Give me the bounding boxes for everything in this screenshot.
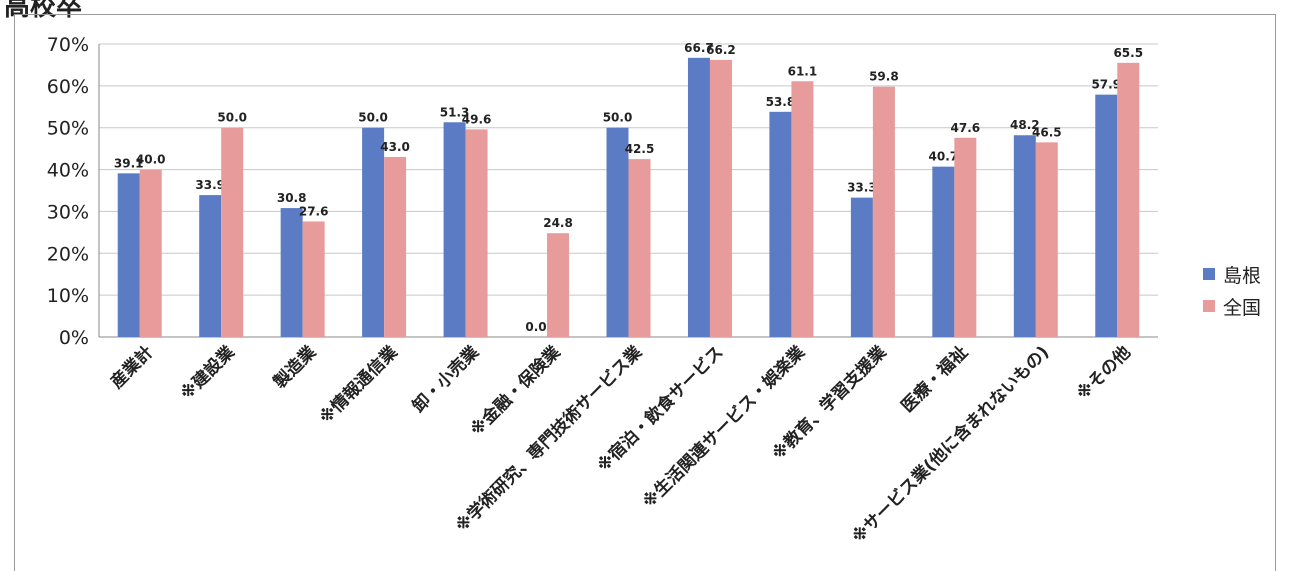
data-label-shimane: 57.9 [1091, 78, 1121, 92]
data-label-national: 50.0 [217, 111, 247, 125]
data-label-shimane: 33.3 [847, 181, 877, 195]
data-label-national: 59.8 [869, 70, 899, 84]
bar-national [465, 129, 488, 337]
data-label-shimane: 39.1 [114, 156, 144, 170]
legend-item-national: 全国 [1203, 290, 1261, 322]
bar-shimane [199, 195, 222, 337]
data-label-national: 49.6 [462, 112, 492, 126]
y-tick-label: 0% [59, 327, 89, 349]
category-label: 医療・福祉 [897, 342, 972, 417]
legend-swatch-national [1203, 300, 1215, 312]
bar-national [1117, 62, 1140, 337]
y-tick-label: 20% [47, 243, 89, 265]
category-label: 産業計 [106, 342, 157, 393]
bar-national [709, 59, 732, 338]
category-label: ※その他 [1072, 342, 1135, 405]
bar-national [139, 169, 162, 337]
category-label: 製造業 [269, 342, 321, 394]
legend-swatch-shimane [1203, 268, 1215, 280]
bar-shimane [443, 122, 466, 337]
bar-national [872, 86, 895, 338]
bar-shimane [1095, 94, 1118, 337]
data-label-shimane: 33.9 [195, 178, 225, 192]
bar-national [1035, 142, 1058, 337]
bar-national [302, 221, 325, 337]
y-tick-label: 40% [47, 160, 89, 182]
category-label: ※情報通信業 [315, 342, 402, 429]
bar-shimane [850, 197, 873, 337]
data-label-shimane: 30.8 [277, 191, 307, 205]
bar-national [221, 127, 244, 337]
chart-frame [14, 14, 1276, 571]
data-label-shimane: 53.8 [766, 95, 796, 109]
bar-shimane [1013, 135, 1036, 337]
y-tick-label: 50% [47, 118, 89, 140]
y-tick-label: 30% [47, 201, 89, 223]
y-tick-label: 10% [47, 285, 89, 307]
data-label-national: 27.6 [299, 204, 329, 218]
category-label: ※建設業 [176, 342, 239, 405]
data-label-national: 46.5 [1032, 125, 1062, 139]
legend-label-national: 全国 [1223, 296, 1262, 319]
data-label-shimane: 50.0 [603, 111, 633, 125]
data-label-shimane: 50.0 [358, 111, 388, 125]
bar-national [628, 159, 651, 337]
y-tick-label: 70% [47, 34, 89, 56]
bar-shimane [280, 208, 303, 337]
data-label-shimane: 40.7 [929, 150, 959, 164]
data-label-shimane: 0.0 [525, 320, 546, 334]
data-label-national: 43.0 [380, 140, 410, 154]
bar-national [547, 233, 570, 337]
bar-shimane [362, 127, 385, 337]
data-label-shimane: 48.2 [1010, 118, 1040, 132]
category-label: 卸・小売業 [408, 342, 483, 417]
data-label-national: 42.5 [625, 142, 655, 156]
data-label-national: 66.2 [706, 43, 736, 57]
data-label-national: 40.0 [136, 153, 166, 167]
data-label-national: 65.5 [1113, 46, 1143, 60]
bar-shimane [687, 57, 710, 337]
page-heading-cutoff: 高校卒 [4, 0, 83, 22]
chart-legend: 島根 全国 [1203, 258, 1261, 322]
bar-shimane [932, 166, 955, 337]
data-label-shimane: 51.3 [440, 105, 470, 119]
bar-shimane [769, 111, 792, 338]
bar-shimane [606, 127, 629, 337]
data-label-shimane: 66.7 [684, 41, 714, 55]
data-label-national: 47.6 [951, 121, 981, 135]
bar-national [954, 137, 977, 337]
category-label: ※生活関連サービス・娯楽業 [638, 342, 809, 513]
data-label-national: 24.8 [543, 216, 573, 230]
legend-item-shimane: 島根 [1203, 258, 1261, 290]
legend-label-shimane: 島根 [1223, 264, 1262, 287]
bar-shimane [117, 173, 140, 337]
data-label-national: 61.1 [788, 64, 818, 78]
bar-national [791, 81, 814, 337]
y-tick-label: 60% [47, 76, 89, 98]
bar-national [384, 157, 407, 337]
